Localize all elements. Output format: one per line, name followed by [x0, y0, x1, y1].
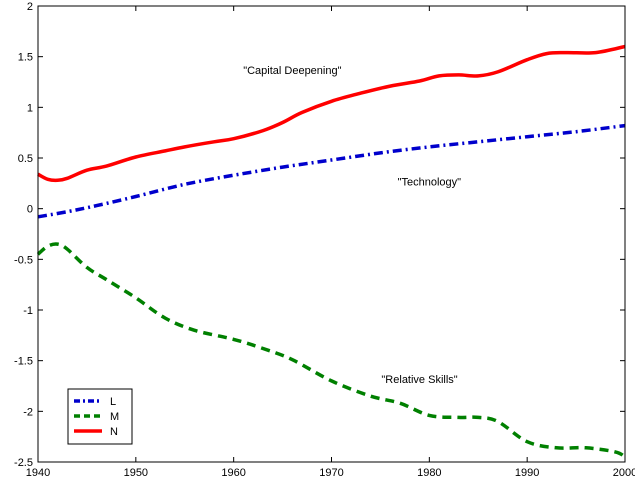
legend: LMN — [67, 388, 133, 445]
x-tick-label: 2000 — [613, 467, 635, 479]
y-tick-label: -2.5 — [14, 457, 33, 469]
y-tick-label: -1 — [23, 305, 33, 317]
series-layer — [36, 44, 626, 459]
x-tick-label: 1970 — [319, 467, 343, 479]
x-tick-label: 1990 — [515, 467, 539, 479]
annotation-layer: "Capital Deepening" "Technology" "Relative… — [243, 65, 461, 386]
legend-label-M: M — [110, 411, 119, 423]
annotation-label: "Technology" — [398, 176, 462, 188]
legend-label-N: N — [110, 426, 118, 438]
legend-label-L: L — [110, 396, 116, 408]
y-tick-label: 1.5 — [18, 52, 33, 64]
plot-area — [38, 6, 625, 462]
series-line-L — [37, 123, 626, 219]
x-tick-label: 1960 — [221, 467, 245, 479]
y-tick-label: 0 — [27, 204, 33, 216]
x-tick-label: 1950 — [124, 467, 148, 479]
x-tick-label: 1940 — [26, 467, 50, 479]
tick-layer: 1940 1950 1960 1970 1980 1990 2000 2 1.5 1 0.5 0 -0.… — [14, 1, 635, 479]
y-tick-label: 2 — [27, 1, 33, 13]
y-tick-label: 1 — [27, 102, 33, 114]
series-line-N — [37, 44, 626, 183]
y-tick-label: -1.5 — [14, 356, 33, 368]
annotation-label: "Capital Deepening" — [243, 65, 341, 77]
y-tick-label: -0.5 — [14, 254, 33, 266]
y-tick-label: -2 — [23, 406, 33, 418]
y-tick-label: 0.5 — [18, 153, 33, 165]
x-tick-label: 1980 — [417, 467, 441, 479]
series-line-M — [36, 242, 626, 459]
annotation-label: "Relative Skills" — [381, 374, 457, 386]
